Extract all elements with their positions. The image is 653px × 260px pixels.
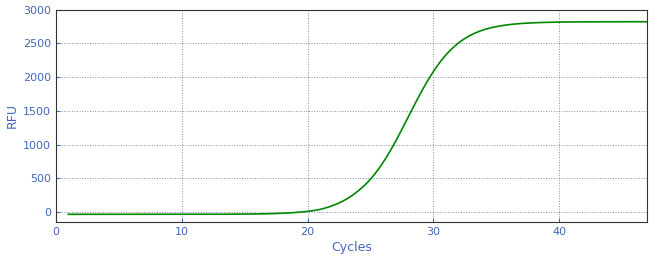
X-axis label: Cycles: Cycles bbox=[331, 242, 372, 255]
Y-axis label: RFU: RFU bbox=[6, 103, 18, 128]
